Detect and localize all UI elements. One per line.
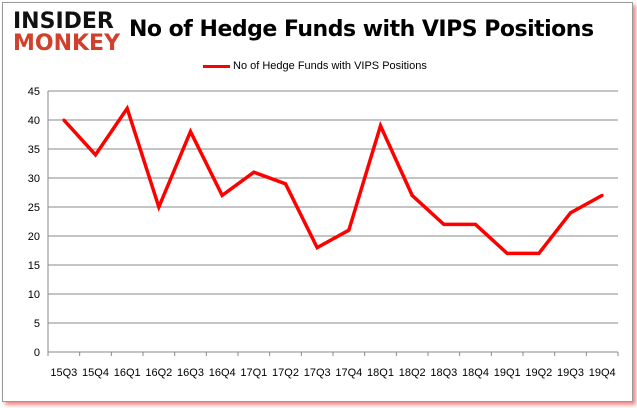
x-tick-label: 15Q3 bbox=[50, 367, 77, 379]
data-point bbox=[284, 182, 287, 186]
data-point bbox=[505, 251, 509, 255]
data-point bbox=[410, 193, 414, 197]
y-tick-label: 15 bbox=[28, 260, 40, 272]
insider-monkey-logo: INSIDER MONKEY bbox=[13, 11, 121, 55]
chart-title: No of Hedge Funds with VIPS Positions bbox=[129, 17, 594, 42]
y-tick-label: 0 bbox=[34, 347, 40, 359]
data-point bbox=[442, 222, 446, 226]
x-tick-label: 18Q4 bbox=[462, 367, 489, 379]
line-chart: 0 5 10 15 20 25 30 35 40 45 15Q3 15Q4 16Q1 16Q2 16Q3 16… bbox=[28, 86, 619, 379]
logo-line1: INSIDER bbox=[13, 9, 114, 34]
x-tick-label: 19Q2 bbox=[525, 367, 552, 379]
x-tick-label: 18Q1 bbox=[367, 367, 394, 379]
legend: No of Hedge Funds with VIPS Positions bbox=[203, 60, 427, 72]
data-point bbox=[474, 222, 477, 226]
data-point bbox=[252, 170, 256, 174]
data-point bbox=[569, 211, 572, 215]
x-tick-label: 16Q2 bbox=[145, 367, 172, 379]
data-point bbox=[379, 124, 382, 128]
x-tick-label: 16Q4 bbox=[209, 367, 236, 379]
series-line bbox=[62, 104, 604, 256]
data-point bbox=[157, 205, 161, 209]
y-tick-label: 10 bbox=[28, 289, 40, 301]
y-tick-label: 20 bbox=[28, 231, 40, 243]
chart-frame: INSIDER MONKEY No of Hedge Funds with VI… bbox=[2, 2, 633, 402]
x-tick-label: 18Q2 bbox=[399, 367, 426, 379]
legend-label: No of Hedge Funds with VIPS Positions bbox=[233, 60, 427, 72]
x-tick-label: 19Q1 bbox=[494, 367, 521, 379]
y-tick-label: 40 bbox=[28, 115, 40, 127]
data-point bbox=[537, 251, 541, 255]
data-point bbox=[600, 193, 604, 197]
x-tick-label: 18Q3 bbox=[430, 367, 457, 379]
x-tick-label: 16Q1 bbox=[114, 367, 141, 379]
data-point bbox=[315, 246, 319, 250]
logo-line2: MONKEY bbox=[13, 31, 121, 56]
x-tick-label: 17Q3 bbox=[304, 367, 331, 379]
x-tick-label: 17Q2 bbox=[272, 367, 299, 379]
data-point bbox=[94, 153, 97, 157]
y-tick-label: 5 bbox=[34, 318, 40, 330]
x-tick-label: 19Q3 bbox=[557, 367, 584, 379]
x-tick-label: 16Q3 bbox=[177, 367, 204, 379]
data-point bbox=[347, 228, 351, 232]
data-point bbox=[125, 106, 129, 110]
x-tick-label: 17Q4 bbox=[335, 367, 362, 379]
x-tick-label: 15Q4 bbox=[82, 367, 109, 379]
data-point bbox=[220, 193, 224, 197]
y-tick-label: 30 bbox=[28, 173, 40, 185]
x-tick-label: 19Q4 bbox=[589, 367, 616, 379]
y-tick-label: 45 bbox=[28, 86, 40, 98]
legend-swatch bbox=[203, 64, 230, 68]
y-tick-label: 35 bbox=[28, 144, 40, 156]
x-tick-label: 17Q1 bbox=[240, 367, 267, 379]
data-point bbox=[189, 130, 192, 134]
data-point bbox=[62, 118, 66, 122]
y-tick-label: 25 bbox=[28, 202, 40, 214]
